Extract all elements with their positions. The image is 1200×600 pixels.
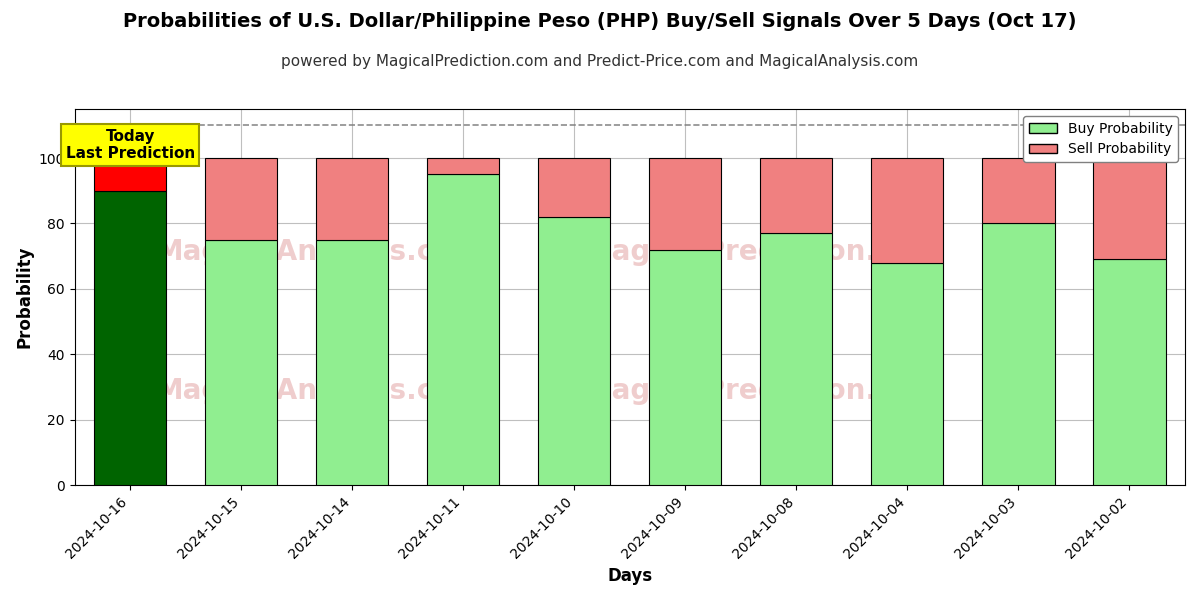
Bar [94,191,167,485]
Bar [539,217,611,485]
Y-axis label: Probability: Probability [16,246,34,349]
Bar [427,158,499,175]
Bar [427,175,499,485]
Bar [649,158,721,250]
Bar [539,158,611,217]
Bar [649,250,721,485]
Text: Today
Last Prediction: Today Last Prediction [66,128,194,161]
Text: MagicalPrediction.com: MagicalPrediction.com [584,377,941,405]
Text: MagicalAnalysis.com: MagicalAnalysis.com [156,377,482,405]
Bar [1093,158,1165,259]
Bar [94,158,167,191]
Bar [983,223,1055,485]
Text: powered by MagicalPrediction.com and Predict-Price.com and MagicalAnalysis.com: powered by MagicalPrediction.com and Pre… [281,54,919,69]
Text: Probabilities of U.S. Dollar/Philippine Peso (PHP) Buy/Sell Signals Over 5 Days : Probabilities of U.S. Dollar/Philippine … [124,12,1076,31]
Bar [205,158,277,240]
Text: MagicalAnalysis.com: MagicalAnalysis.com [156,238,482,266]
Bar [316,158,389,240]
Bar [761,233,833,485]
Bar [983,158,1055,223]
Bar [761,158,833,233]
Text: MagicalPrediction.com: MagicalPrediction.com [584,238,941,266]
Bar [1093,259,1165,485]
Bar [871,263,943,485]
Bar [316,240,389,485]
Bar [205,240,277,485]
X-axis label: Days: Days [607,567,653,585]
Legend: Buy Probability, Sell Probability: Buy Probability, Sell Probability [1024,116,1178,162]
Bar [871,158,943,263]
